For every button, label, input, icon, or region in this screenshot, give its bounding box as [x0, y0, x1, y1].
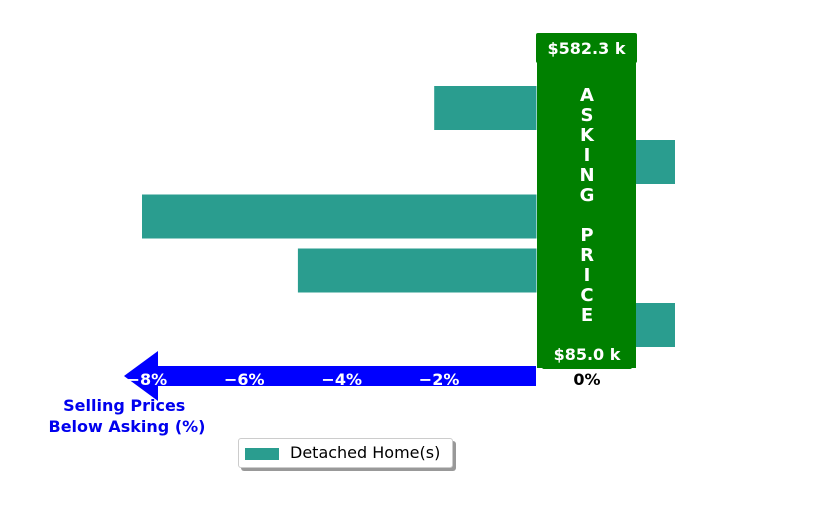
bar: [636, 303, 675, 347]
asking-price-letter: I: [584, 265, 591, 286]
bar: [636, 140, 675, 184]
asking-price-top-label: $582.3 k: [548, 39, 626, 58]
asking-price-banner: [537, 58, 636, 368]
asking-price-letter: K: [580, 125, 595, 146]
asking-price-letter: E: [581, 305, 593, 326]
x-tick-labels: −8% −6% −4% −2% 0%: [127, 370, 601, 389]
bars-group: [142, 86, 675, 347]
x-axis-label: Selling Prices Below Asking (%): [49, 396, 206, 436]
legend: Detached Home(s): [238, 438, 453, 468]
asking-price-letter: N: [579, 165, 594, 186]
bar: [434, 86, 537, 130]
x-tick-label: −6%: [224, 370, 265, 389]
legend-label: Detached Home(s): [290, 443, 441, 462]
asking-price-bottom-box: [542, 340, 632, 369]
bar: [142, 194, 537, 239]
x-axis-label-line-2: Below Asking (%): [49, 417, 206, 436]
asking-price-letter: A: [580, 85, 594, 106]
asking-price-letter: G: [580, 185, 595, 206]
bar: [297, 248, 537, 293]
asking-price-letter: S: [581, 105, 594, 126]
x-axis-label-line-1: Selling Prices: [63, 396, 185, 415]
x-tick-label: −8%: [127, 370, 168, 389]
x-tick-label: −4%: [321, 370, 362, 389]
asking-price-top-box: [536, 33, 637, 63]
asking-price-letter: R: [580, 245, 594, 266]
asking-price-letter: I: [584, 145, 591, 166]
x-tick-label: −2%: [419, 370, 460, 389]
asking-price-letter: C: [580, 285, 593, 306]
x-axis-arrow: [124, 351, 536, 401]
legend-swatch: [245, 448, 279, 460]
x-tick-label: 0%: [573, 370, 600, 389]
asking-price-letter: P: [580, 225, 593, 246]
asking-price-bottom-label: $85.0 k: [554, 345, 621, 364]
